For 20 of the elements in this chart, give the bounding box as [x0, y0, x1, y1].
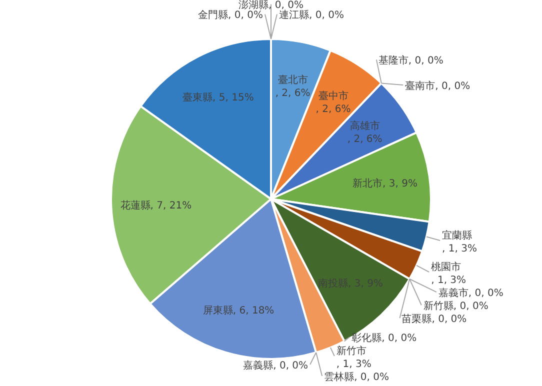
data-label: , 0, 0% — [354, 372, 390, 383]
data-label: , 0, 0% — [468, 288, 504, 300]
data-label: , 0, 0% — [408, 56, 444, 67]
data-label: , 0, 0% — [309, 10, 344, 22]
data-label: , 7, 21% — [150, 200, 192, 212]
data-label: , 3, 9% — [382, 178, 418, 190]
data-label: , 0, 0% — [432, 314, 467, 326]
data-label: , 0, 0% — [273, 360, 308, 372]
data-label: , 0, 0% — [453, 301, 488, 312]
data-label: , 0, 0% — [435, 81, 470, 92]
data-label: , 2, 6% — [316, 104, 351, 116]
data-label: , 1, 3% — [442, 244, 477, 254]
data-label: , 1, 3% — [431, 275, 466, 286]
data-label: , 5, 15% — [212, 92, 254, 104]
data-label: , 6, 18% — [232, 306, 274, 317]
data-label: , 2, 6% — [347, 134, 382, 146]
data-label: , 0, 0% — [228, 10, 263, 22]
data-label: , 2, 6% — [275, 88, 310, 99]
data-label: , 1, 3% — [336, 359, 372, 370]
data-label: , 0, 0% — [382, 333, 417, 344]
